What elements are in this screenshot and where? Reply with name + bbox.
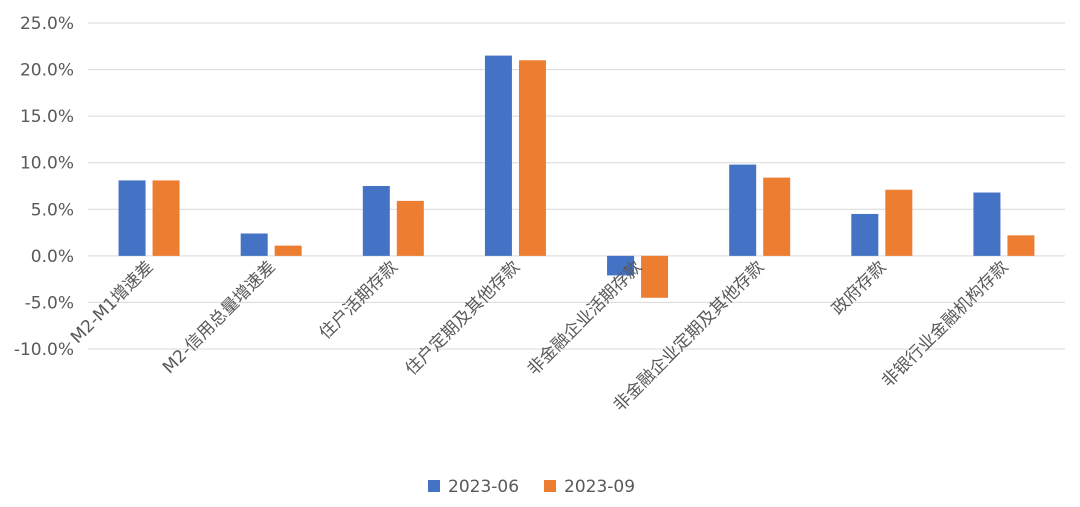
y-tick-label: 10.0%	[20, 154, 74, 174]
category-label: 非银行业金融机构存款	[878, 257, 1012, 391]
category-label: 住户活期存款	[316, 257, 402, 343]
legend-swatch-2023-06	[428, 480, 440, 492]
bar-2023-06	[118, 180, 146, 256]
category-label: 住户定期及其他存款	[402, 257, 524, 379]
bar-2023-09	[518, 60, 546, 256]
y-tick-label: 20.0%	[20, 61, 74, 81]
x-axis-category-labels: M2-M1增速差 M2-信用总量增速差 住户活期存款 住户定期及其他存款 非金融企业活期…	[67, 257, 1012, 415]
bar-2023-06	[729, 164, 757, 256]
bars	[118, 55, 1035, 298]
bar-2023-06	[240, 233, 268, 256]
category-label: 政府存款	[828, 257, 890, 319]
bar-2023-09	[396, 200, 424, 256]
category-label: 非金融企业活期存款	[524, 257, 646, 379]
legend-swatch-2023-09	[544, 480, 556, 492]
bar-2023-09	[1007, 235, 1035, 256]
y-tick-label: 25.0%	[20, 14, 74, 34]
y-axis-tick-labels: 25.0% 20.0% 15.0% 10.0% 5.0% 0.0% -5.0% -10.0%	[14, 14, 74, 360]
bar-2023-09	[763, 177, 791, 256]
bar-2023-06	[973, 192, 1001, 256]
bar-2023-09	[152, 180, 180, 256]
bar-2023-06	[851, 213, 879, 256]
y-tick-label: -10.0%	[14, 340, 74, 360]
legend: 2023-06 2023-09	[428, 477, 635, 497]
y-tick-label: -5.0%	[25, 293, 74, 313]
bar-2023-09	[885, 189, 913, 256]
legend-label-2023-09: 2023-09	[564, 477, 635, 497]
bar-2023-06	[362, 186, 390, 256]
bar-2023-06	[607, 255, 635, 276]
bar-2023-09	[641, 255, 669, 298]
y-tick-label: 15.0%	[20, 107, 74, 127]
category-label: M2-信用总量增速差	[159, 257, 280, 378]
legend-label-2023-06: 2023-06	[448, 477, 519, 497]
y-tick-label: 5.0%	[31, 200, 74, 220]
bar-2023-09	[274, 245, 302, 256]
y-tick-label: 0.0%	[31, 247, 74, 267]
bar-2023-06	[484, 55, 512, 256]
